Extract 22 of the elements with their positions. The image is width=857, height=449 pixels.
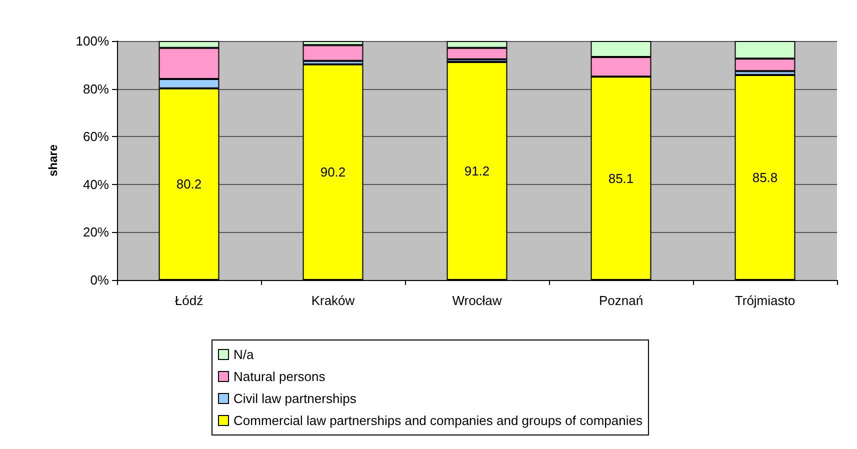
y-tick-label: 80% (82, 81, 110, 96)
legend-label: Civil law partnerships (234, 391, 357, 406)
data-label: 80.2 (176, 176, 202, 192)
x-tick-label: Kraków (311, 293, 356, 308)
y-axis-title: share (46, 144, 60, 177)
y-tick-label: 60% (82, 129, 110, 144)
y-tick-label: 100% (76, 34, 110, 48)
x-tick-label: Poznań (598, 293, 644, 308)
legend-label: N/a (234, 347, 254, 362)
y-tick-label: 20% (82, 224, 110, 240)
x-tick-label: Wrocław (452, 293, 502, 308)
data-label: 85.1 (608, 170, 634, 186)
bar (302, 45, 364, 61)
y-tick-label: 40% (82, 176, 110, 192)
data-label: 91.2 (464, 164, 490, 179)
data-label: 90.2 (320, 164, 346, 180)
legend-label: Commercial law partnerships and companies and groups of companies (234, 413, 643, 428)
y-tick-label: 0% (90, 272, 110, 288)
data-label: 85.8 (752, 170, 778, 185)
x-tick-label: Łódź (174, 293, 204, 308)
x-tick-label: Trójmiasto (734, 293, 796, 308)
legend-label: Natural persons (234, 369, 326, 384)
